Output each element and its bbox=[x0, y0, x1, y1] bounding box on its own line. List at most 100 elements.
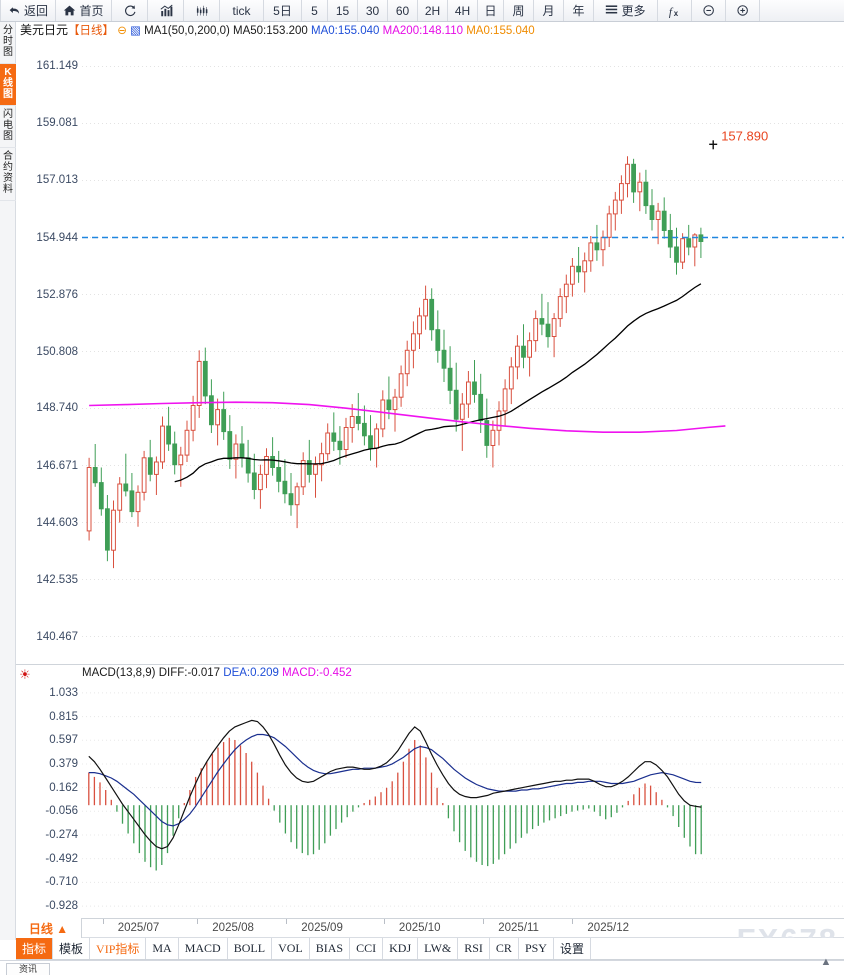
price-axis-tick: 146.671 bbox=[36, 459, 78, 472]
back-arrow-icon bbox=[8, 4, 22, 18]
price-axis-tick: 152.876 bbox=[36, 288, 78, 301]
period-2h-button[interactable]: 2H bbox=[418, 0, 448, 21]
tab-ma[interactable]: MA bbox=[146, 938, 179, 959]
sidebar-item-kline[interactable]: K线图 bbox=[0, 64, 16, 106]
x-axis-separator bbox=[102, 919, 104, 924]
period-30m-button-label: 30 bbox=[365, 3, 380, 18]
period-week-button[interactable]: 周 bbox=[504, 0, 534, 21]
back-button[interactable]: 返回 bbox=[0, 0, 56, 21]
price-axis-tick: 150.808 bbox=[36, 345, 78, 358]
macd-value: MACD:-0.452 bbox=[282, 667, 352, 679]
macd-chart-pane[interactable]: MACD(13,8,9) DIFF:-0.017 DEA:0.209 MACD:… bbox=[16, 665, 844, 918]
indicator-tab-bar: 指标 模板 VIP指标 MA MACD BOLL VOL BIAS CCI KDJ LW& RSI CR… bbox=[16, 938, 844, 960]
ma200-value: MA200:148.110 bbox=[382, 25, 464, 37]
period-year-button-label: 年 bbox=[572, 3, 585, 18]
symbol-period: 【日线】 bbox=[68, 25, 115, 37]
chart-type-button[interactable] bbox=[148, 0, 184, 21]
news-tab[interactable]: 资讯 bbox=[6, 963, 50, 975]
price-y-axis: 161.149 159.081 157.013 154.944 152.876 150.8… bbox=[16, 22, 82, 664]
zoom-in-icon bbox=[736, 4, 750, 18]
period-60m-button[interactable]: 60 bbox=[388, 0, 418, 21]
period-day-button-label: 日 bbox=[484, 3, 497, 18]
period-15m-button[interactable]: 15 bbox=[328, 0, 358, 21]
symbol-settings-icon[interactable]: ⊖ bbox=[117, 25, 127, 37]
tab-cr[interactable]: CR bbox=[490, 938, 519, 959]
tab-cci[interactable]: CCI bbox=[350, 938, 384, 959]
more-button-label: 更多 bbox=[621, 3, 646, 18]
ma-indicator-icon[interactable]: ▧ bbox=[130, 25, 141, 37]
tab-vol[interactable]: VOL bbox=[272, 938, 310, 959]
price-chart-pane[interactable]: 美元日元【日线】 ⊖ ▧ MA1(50,0,200,0) MA50:153.20… bbox=[16, 22, 844, 665]
period-4h-button-label: 4H bbox=[454, 3, 471, 18]
more-button[interactable]: 更多 bbox=[594, 0, 658, 21]
ma50-value: MA50:153.200 bbox=[233, 25, 308, 37]
peak-price-label: 157.890 bbox=[721, 128, 768, 143]
sidebar-item-timeshare[interactable]: 分时图 bbox=[0, 22, 16, 64]
macd-settings-icon[interactable]: ☀ bbox=[19, 667, 31, 682]
tab-lwr[interactable]: LW& bbox=[418, 938, 459, 959]
period-month-button[interactable]: 月 bbox=[534, 0, 564, 21]
tab-macd[interactable]: MACD bbox=[179, 938, 228, 959]
period-60m-button-label: 60 bbox=[395, 3, 410, 18]
x-axis-tick: 2025/12 bbox=[587, 922, 629, 934]
tab-settings[interactable]: 设置 bbox=[554, 938, 591, 959]
macd-axis-tick: -0.274 bbox=[45, 829, 78, 841]
sidebar-item-contract[interactable]: 合约资料 bbox=[0, 148, 16, 201]
tick-button[interactable]: tick bbox=[220, 0, 264, 21]
sidebar-item-lightning[interactable]: 闪电图 bbox=[0, 106, 16, 148]
macd-axis-tick: -0.492 bbox=[45, 852, 78, 865]
svg-text:f: f bbox=[668, 6, 673, 18]
x-axis-bar: 2025/07 2025/08 2025/09 2025/10 2025/11 2025/… bbox=[16, 918, 844, 938]
macd-chart-legend: MACD(13,8,9) DIFF:-0.017 DEA:0.209 MACD:… bbox=[16, 665, 352, 681]
macd-axis-tick: 0.815 bbox=[49, 710, 78, 723]
top-toolbar: 返回 首页 tick 5日 5 15 30 60 2H 4H 日周 月 年 更多 f x bbox=[0, 0, 844, 22]
tab-rsi[interactable]: RSI bbox=[458, 938, 490, 959]
home-button[interactable]: 首页 bbox=[56, 0, 112, 21]
macd-axis-tick: 0.379 bbox=[49, 757, 78, 770]
macd-histogram-plot[interactable] bbox=[82, 681, 844, 918]
period-day-button[interactable]: 日 bbox=[478, 0, 504, 21]
macd-diff-value: DIFF:-0.017 bbox=[158, 667, 221, 679]
price-axis-tick: 142.535 bbox=[36, 573, 78, 586]
price-candlestick-plot[interactable]: 157.890 bbox=[82, 38, 844, 665]
macd-formula: MACD(13,8,9) bbox=[82, 667, 156, 679]
x-axis-tick: 2025/09 bbox=[301, 922, 343, 934]
back-button-label: 返回 bbox=[23, 3, 48, 18]
x-axis-separator bbox=[383, 919, 385, 924]
period-year-button[interactable]: 年 bbox=[564, 0, 594, 21]
price-axis-tick: 144.603 bbox=[36, 516, 78, 529]
tab-template[interactable]: 模板 bbox=[53, 938, 91, 959]
tab-vip-indicator[interactable]: VIP指标 bbox=[90, 938, 147, 959]
price-axis-tick: 148.740 bbox=[36, 402, 78, 415]
macd-axis-tick: 0.162 bbox=[49, 781, 78, 794]
macd-axis-tick: -0.056 bbox=[45, 805, 78, 818]
zoom-out-button[interactable] bbox=[692, 0, 726, 21]
refresh-button[interactable] bbox=[112, 0, 148, 21]
tab-kdj[interactable]: KDJ bbox=[383, 938, 419, 959]
macd-axis-tick: 1.033 bbox=[49, 686, 78, 699]
period-15m-button-label: 15 bbox=[335, 3, 350, 18]
price-axis-tick: 154.944 bbox=[36, 231, 78, 244]
price-axis-tick: 161.149 bbox=[36, 60, 78, 73]
tab-boll[interactable]: BOLL bbox=[228, 938, 273, 959]
bottom-strip bbox=[0, 960, 844, 975]
period-5m-button[interactable]: 5 bbox=[302, 0, 328, 21]
scroll-up-icon[interactable]: ▲ bbox=[820, 956, 832, 968]
tab-bias[interactable]: BIAS bbox=[310, 938, 351, 959]
period-5m-button-label: 5 bbox=[311, 3, 318, 18]
period-30m-button[interactable]: 30 bbox=[358, 0, 388, 21]
candle-type-button[interactable] bbox=[184, 0, 220, 21]
period-selector[interactable]: 日线 ▲ bbox=[16, 918, 82, 938]
period-week-button-label: 周 bbox=[512, 3, 525, 18]
tab-psy[interactable]: PSY bbox=[519, 938, 554, 959]
zoom-in-button[interactable] bbox=[726, 0, 760, 21]
period-5day-button[interactable]: 5日 bbox=[264, 0, 302, 21]
tab-indicator[interactable]: 指标 bbox=[16, 938, 54, 959]
ma-formula: MA1(50,0,200,0) bbox=[144, 25, 230, 37]
ma0-value: MA0:155.040 bbox=[311, 25, 380, 37]
bar-chart-icon bbox=[159, 4, 173, 18]
period-4h-button[interactable]: 4H bbox=[448, 0, 478, 21]
